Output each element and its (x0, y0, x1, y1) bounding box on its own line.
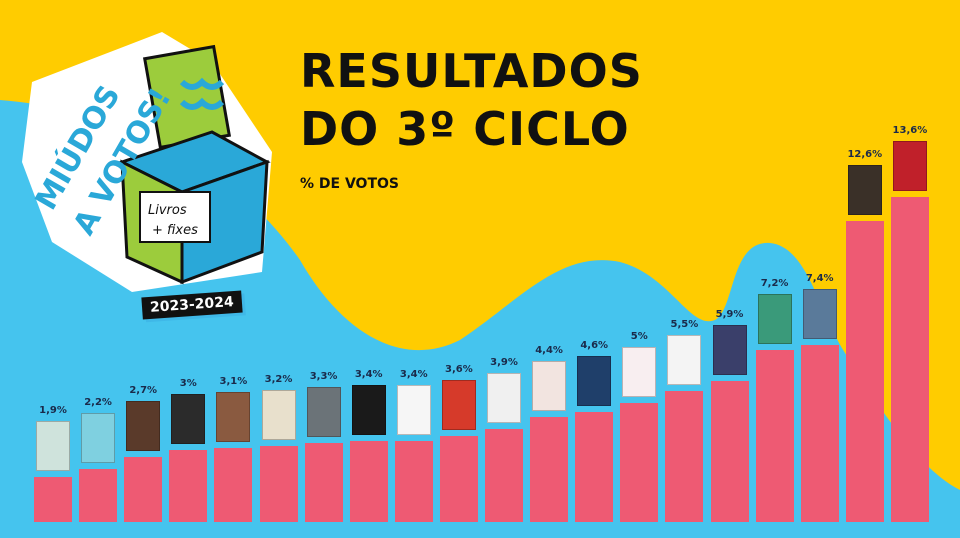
title-line-2: DO 3º CICLO (300, 102, 630, 156)
data-label: 4,4% (535, 344, 563, 356)
bar (800, 345, 839, 522)
bar (530, 416, 569, 522)
bar (349, 440, 388, 522)
book-cover (396, 384, 431, 435)
data-label: 3% (179, 378, 197, 390)
data-label: 2,2% (84, 397, 112, 409)
book-cover (847, 164, 882, 215)
data-label: 4,6% (580, 340, 609, 352)
bar (665, 390, 704, 522)
bar (485, 428, 523, 522)
data-label: 3,3% (309, 371, 338, 383)
data-label: 13,6% (892, 124, 928, 136)
bar (169, 450, 208, 522)
book-cover (532, 360, 567, 411)
bar (439, 435, 478, 522)
bar (755, 349, 794, 522)
book-cover (757, 293, 792, 344)
data-label: 7,4% (805, 273, 834, 285)
data-label: 2,7% (129, 385, 158, 397)
svg-text:Livros: Livros (148, 203, 187, 218)
book-cover (216, 391, 251, 442)
page-title: RESULTADOS DO 3º CICLO (300, 42, 643, 158)
data-label: 5,5% (670, 318, 699, 330)
data-label: 3,2% (264, 373, 293, 385)
data-label: 3,4% (399, 368, 428, 380)
svg-text:+ fixes: + fixes (152, 223, 198, 238)
data-label: 7,2% (760, 277, 789, 289)
miudos-a-votos-logo: MIÚDOS A VOTOS! Livros + fixes (12, 22, 282, 302)
bar (79, 469, 118, 522)
bar (710, 380, 749, 522)
title-line-1: RESULTADOS (300, 44, 643, 98)
book-cover (892, 140, 927, 191)
book-cover (306, 387, 341, 438)
bar (214, 447, 253, 522)
book-cover (351, 384, 386, 435)
data-label: 3,1% (219, 375, 248, 387)
book-cover (126, 401, 161, 452)
bar (575, 412, 614, 522)
bar (124, 457, 163, 522)
book-cover (487, 372, 521, 423)
book-cover (667, 334, 702, 385)
book-cover (171, 394, 206, 445)
data-label: 3,9% (490, 356, 518, 368)
data-label: 3,6% (445, 363, 473, 375)
bar (394, 440, 433, 522)
data-label: 3,4% (354, 368, 383, 380)
book-cover (622, 346, 657, 397)
data-label: 5,9% (715, 308, 744, 320)
data-label: 1,9% (39, 404, 67, 416)
bar (304, 443, 343, 522)
data-label: 5% (630, 330, 648, 342)
data-label: 12,6% (847, 148, 883, 160)
book-cover (36, 420, 70, 471)
subtitle: % DE VOTOS (300, 176, 399, 192)
book-cover (577, 356, 612, 407)
bar (890, 196, 929, 522)
book-cover (261, 389, 296, 440)
book-cover (712, 324, 747, 375)
bar (34, 476, 72, 522)
book-cover (441, 379, 476, 430)
book-cover (802, 289, 837, 340)
book-cover (81, 413, 116, 464)
bar (845, 220, 884, 522)
bar (620, 402, 659, 522)
bar (259, 445, 298, 522)
